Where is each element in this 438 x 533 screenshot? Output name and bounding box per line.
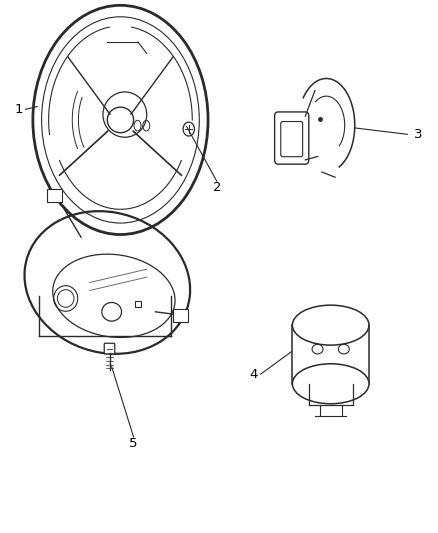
Ellipse shape [293, 305, 369, 345]
Circle shape [183, 122, 194, 136]
Text: 2: 2 [212, 181, 221, 194]
Text: 4: 4 [250, 368, 258, 381]
FancyBboxPatch shape [104, 343, 115, 354]
Text: 5: 5 [129, 437, 138, 450]
Text: 3: 3 [414, 128, 422, 141]
Text: 1: 1 [14, 103, 23, 116]
FancyBboxPatch shape [47, 189, 62, 202]
Ellipse shape [293, 364, 369, 404]
FancyBboxPatch shape [173, 309, 188, 322]
